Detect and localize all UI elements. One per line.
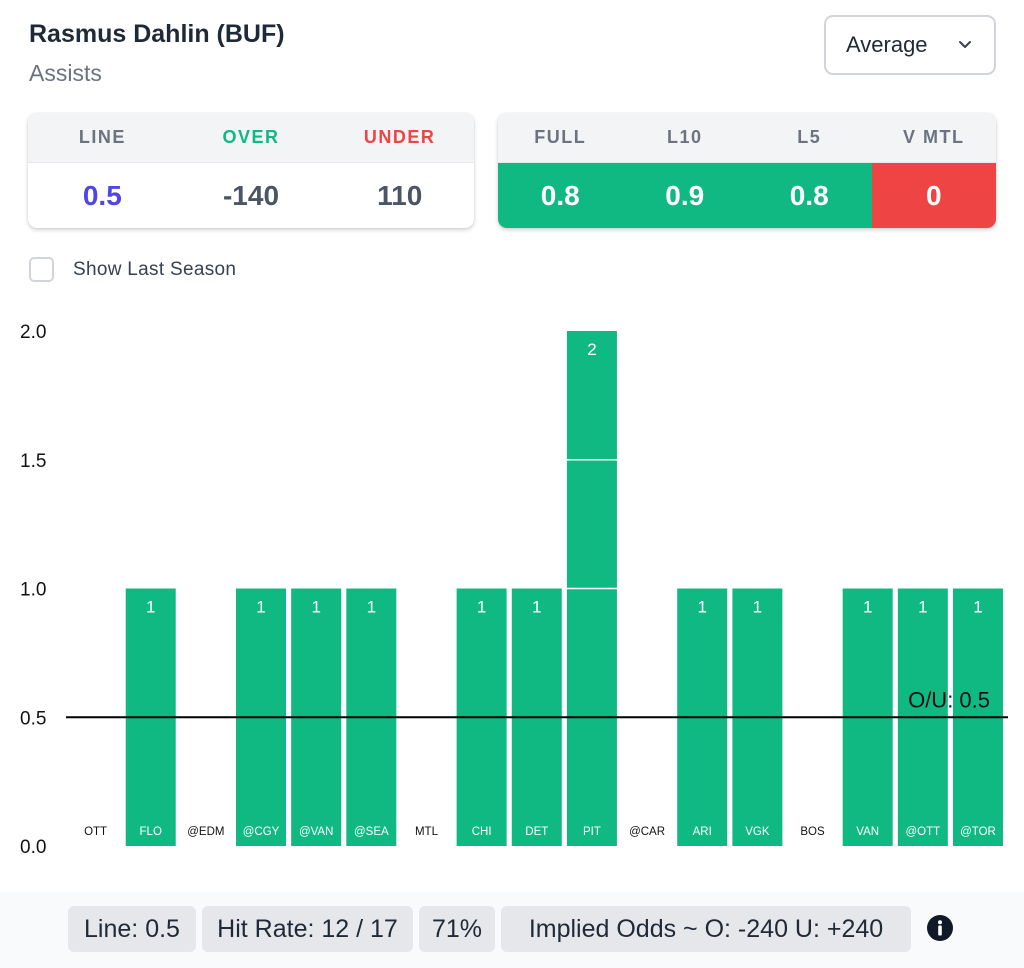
bar-value-label: 1	[973, 598, 982, 617]
under-odds-value: 110	[377, 179, 423, 211]
x-tick-label: ARI	[693, 826, 712, 838]
ou-line-label: O/U: 0.5	[908, 687, 990, 712]
x-tick-label: MTL	[415, 826, 439, 838]
vs-mtl-value: 0	[871, 163, 996, 228]
show-last-season-label: Show Last Season	[73, 258, 237, 280]
y-tick-label: 1.5	[20, 451, 46, 472]
x-tick-label: @EDM	[187, 826, 224, 838]
x-tick-label: FLO	[140, 826, 162, 838]
x-tick-label: OTT	[84, 826, 107, 838]
odds-value-row: 0.5 -140 110	[28, 163, 474, 228]
line-pill: Line: 0.5	[68, 906, 196, 952]
line-value: 0.5	[82, 179, 122, 211]
l5-header: L5	[797, 127, 822, 147]
full-value: 0.8	[498, 163, 623, 228]
averages-value-row: 0.8 0.9 0.8 0	[498, 163, 996, 228]
chevron-down-icon	[959, 41, 971, 48]
under-header: UNDER	[363, 127, 436, 147]
l5-value: 0.8	[747, 163, 872, 228]
full-header: FULL	[534, 127, 587, 147]
line-header: LINE	[78, 127, 126, 147]
show-last-season-toggle[interactable]: Show Last Season	[29, 257, 236, 282]
x-tick-label: @CAR	[629, 826, 665, 838]
bar-value-label: 1	[367, 598, 376, 617]
bar-value-label: 1	[863, 598, 872, 617]
bar-value-label: 1	[146, 598, 155, 617]
averages-header-row: FULL L10 L5 V MTL	[498, 113, 996, 163]
hit-percentage-pill: 71%	[419, 906, 495, 952]
y-tick-label: 2.0	[20, 322, 46, 343]
info-icon[interactable]	[926, 914, 954, 942]
x-tick-label: PIT	[583, 826, 601, 838]
dropdown-value: Average	[846, 32, 928, 57]
player-name: Rasmus Dahlin (BUF)	[29, 20, 285, 48]
x-tick-label: @CGY	[243, 826, 280, 838]
odds-card: LINE OVER UNDER 0.5 -140 110	[28, 113, 474, 228]
bar-value-label: 1	[311, 598, 320, 617]
over-odds-value: -140	[222, 179, 280, 211]
y-tick-label: 1.0	[20, 580, 46, 601]
over-header: OVER	[222, 127, 280, 147]
l10-value: 0.9	[622, 163, 747, 228]
x-tick-label: CHI	[472, 826, 492, 838]
assists-bar-chart: 0.0 0.5 1.0 1.5 2.0 OTT 1 FLO @EDM 1 @CGY 1 @VAN 1 @SE…	[20, 322, 1008, 858]
x-tick-label: @TOR	[960, 826, 996, 838]
x-tick-label: VAN	[856, 826, 879, 838]
y-tick-label: 0.0	[20, 837, 46, 858]
odds-header-row: LINE OVER UNDER	[28, 113, 474, 163]
show-last-season-checkbox[interactable]	[29, 257, 54, 282]
x-tick-label: @VAN	[299, 826, 333, 838]
bar-value-label: 1	[697, 598, 706, 617]
stat-name: Assists	[29, 60, 102, 86]
x-tick-label: BOS	[800, 826, 825, 838]
x-tick-label: DET	[525, 826, 548, 838]
bar-value-label: 1	[477, 598, 486, 617]
bar-value-label: 1	[918, 598, 927, 617]
bar-value-label: 2	[587, 340, 596, 359]
l10-header: L10	[666, 127, 703, 147]
average-dropdown[interactable]: Average	[824, 15, 996, 75]
implied-odds-pill: Implied Odds ~ O: -240 U: +240	[501, 906, 911, 952]
y-tick-label: 0.5	[20, 708, 46, 729]
hit-rate-pill: Hit Rate: 12 / 17	[202, 906, 413, 952]
x-tick-label: @SEA	[354, 826, 389, 838]
x-tick-label: @OTT	[905, 826, 940, 838]
averages-card: FULL L10 L5 V MTL 0.8 0.9 0.8 0	[498, 113, 996, 228]
bar-value-label: 1	[753, 598, 762, 617]
x-tick-label: VGK	[745, 826, 770, 838]
bar-value-label: 1	[256, 598, 265, 617]
vs-mtl-header: V MTL	[903, 127, 965, 147]
bar-value-label: 1	[532, 598, 541, 617]
